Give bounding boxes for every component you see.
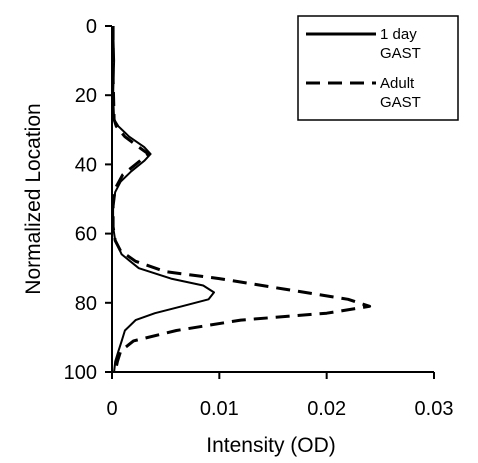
plot-area — [111, 25, 372, 373]
x-tick-label: 0.01 — [200, 398, 239, 420]
legend-label-1-day: 1 day — [380, 26, 417, 43]
x-tick-label: 0.02 — [307, 398, 346, 420]
x-axis-label: Intensity (OD) — [206, 434, 336, 457]
y-tick-label: 40 — [75, 154, 97, 176]
y-tick-label: 0 — [86, 16, 97, 38]
x-tick-label: 0.03 — [415, 398, 454, 420]
axes — [111, 26, 434, 373]
x-tick-label: 0 — [106, 398, 117, 420]
legend-box — [297, 15, 459, 121]
y-axis-label: Normalized Location — [22, 103, 45, 294]
legend-label-1-day-gast: GAST — [380, 45, 421, 62]
y-tick-label: 60 — [75, 224, 97, 246]
y-ticks: 0 20 40 60 80 100 — [64, 16, 112, 384]
legend-label-adult-gast: GAST — [380, 94, 421, 111]
y-tick-label: 20 — [75, 85, 97, 107]
x-ticks: 0 0.01 0.02 0.03 — [106, 372, 453, 420]
series-line-1-day-gast — [112, 25, 215, 373]
series-line-adult-gast — [111, 26, 372, 373]
legend-label-adult: Adult — [380, 75, 415, 92]
y-tick-label: 100 — [64, 362, 97, 384]
y-tick-label: 80 — [75, 293, 97, 315]
legend: 1 day GAST Adult GAST — [297, 15, 459, 121]
